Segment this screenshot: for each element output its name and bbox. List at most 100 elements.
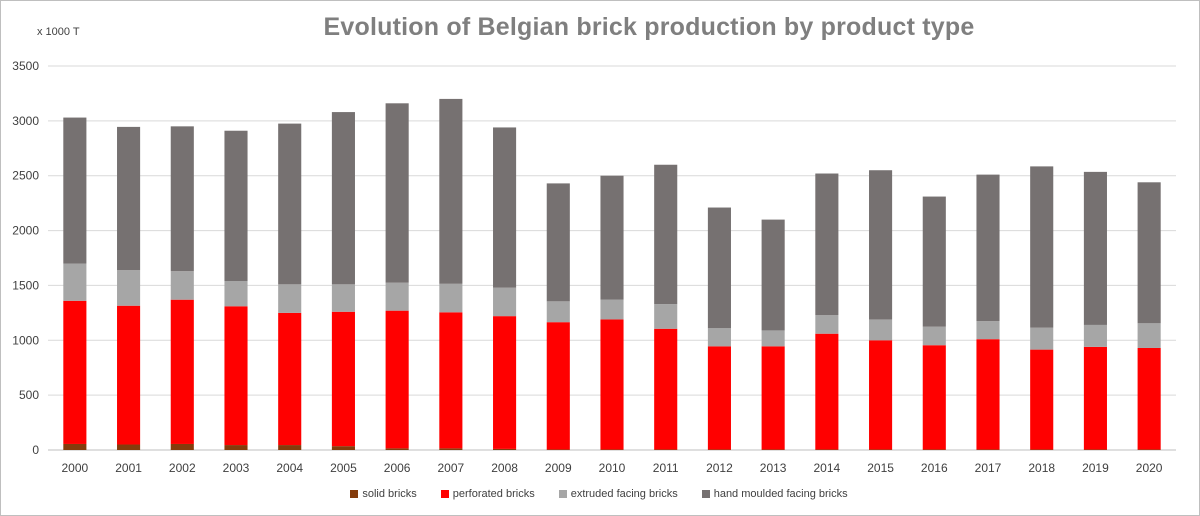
bar-hand-moulded-facing-bricks-2000 xyxy=(63,117,87,264)
bar-hand-moulded-facing-bricks-2018 xyxy=(1030,166,1054,328)
legend-label: extruded facing bricks xyxy=(570,488,678,500)
bar-perforated-bricks-2007 xyxy=(439,312,463,449)
bar-extruded-facing-bricks-2016 xyxy=(922,326,946,346)
bar-solid-bricks-2009 xyxy=(546,449,570,450)
bar-perforated-bricks-2014 xyxy=(815,333,839,450)
bar-perforated-bricks-2019 xyxy=(1083,346,1107,450)
legend-label: perforated bricks xyxy=(452,488,535,500)
bar-perforated-bricks-2011 xyxy=(654,328,678,450)
bar-perforated-bricks-2017 xyxy=(976,339,1000,450)
bar-perforated-bricks-2010 xyxy=(600,319,624,450)
x-tick-label: 2016 xyxy=(921,461,948,475)
bar-solid-bricks-2019 xyxy=(1083,449,1107,450)
x-tick-label: 2015 xyxy=(867,461,894,475)
bar-hand-moulded-facing-bricks-2002 xyxy=(170,126,194,272)
bar-perforated-bricks-2001 xyxy=(117,305,141,445)
bar-hand-moulded-facing-bricks-2005 xyxy=(331,112,355,285)
bar-extruded-facing-bricks-2001 xyxy=(117,270,141,306)
bar-extruded-facing-bricks-2009 xyxy=(546,301,570,323)
x-tick-label: 2013 xyxy=(760,461,787,475)
bar-extruded-facing-bricks-2020 xyxy=(1137,323,1161,348)
chart-title: Evolution of Belgian brick production by… xyxy=(323,13,975,41)
bar-extruded-facing-bricks-2015 xyxy=(869,319,893,341)
bar-solid-bricks-2018 xyxy=(1030,449,1054,450)
bar-solid-bricks-2011 xyxy=(654,449,678,450)
x-tick-label: 2007 xyxy=(438,461,465,475)
legend-label: solid bricks xyxy=(362,488,417,500)
x-tick-label: 2020 xyxy=(1136,461,1163,475)
bar-hand-moulded-facing-bricks-2017 xyxy=(976,174,1000,322)
bar-perforated-bricks-2000 xyxy=(63,300,87,444)
bar-hand-moulded-facing-bricks-2010 xyxy=(600,175,624,300)
x-tick-label: 2004 xyxy=(276,461,303,475)
bar-perforated-bricks-2002 xyxy=(170,299,194,444)
x-tick-label: 2005 xyxy=(330,461,357,475)
bar-perforated-bricks-2015 xyxy=(869,340,893,450)
bar-solid-bricks-2013 xyxy=(761,449,785,450)
bar-extruded-facing-bricks-2005 xyxy=(331,284,355,312)
bar-solid-bricks-2002 xyxy=(170,443,194,450)
bar-solid-bricks-2007 xyxy=(439,448,463,450)
bar-extruded-facing-bricks-2017 xyxy=(976,321,1000,340)
bar-perforated-bricks-2004 xyxy=(278,312,302,446)
bar-hand-moulded-facing-bricks-2014 xyxy=(815,173,839,316)
bar-hand-moulded-facing-bricks-2003 xyxy=(224,130,248,282)
bar-extruded-facing-bricks-2013 xyxy=(761,330,785,347)
bar-hand-moulded-facing-bricks-2013 xyxy=(761,219,785,331)
bar-solid-bricks-2000 xyxy=(63,443,87,450)
legend-item: perforated bricks xyxy=(440,488,535,500)
bar-perforated-bricks-2012 xyxy=(707,346,731,450)
bar-extruded-facing-bricks-2006 xyxy=(385,282,409,311)
bar-solid-bricks-2001 xyxy=(117,444,141,450)
bar-hand-moulded-facing-bricks-2019 xyxy=(1083,171,1107,325)
bar-hand-moulded-facing-bricks-2001 xyxy=(117,126,141,271)
legend-item: hand moulded facing bricks xyxy=(701,488,848,500)
legend-swatch xyxy=(350,490,359,498)
bar-hand-moulded-facing-bricks-2020 xyxy=(1137,182,1161,324)
x-tick-label: 2008 xyxy=(491,461,518,475)
y-tick-label: 1000 xyxy=(12,333,39,347)
bar-solid-bricks-2006 xyxy=(385,448,409,450)
bar-perforated-bricks-2003 xyxy=(224,306,248,446)
bar-hand-moulded-facing-bricks-2008 xyxy=(493,127,517,288)
bar-extruded-facing-bricks-2011 xyxy=(654,304,678,329)
y-tick-label: 3000 xyxy=(12,114,39,128)
x-tick-label: 2018 xyxy=(1028,461,1055,475)
bar-extruded-facing-bricks-2010 xyxy=(600,299,624,320)
y-tick-label: 2500 xyxy=(12,169,39,183)
bar-perforated-bricks-2013 xyxy=(761,346,785,450)
legend-swatch xyxy=(440,490,449,498)
bar-perforated-bricks-2016 xyxy=(922,345,946,450)
bar-hand-moulded-facing-bricks-2009 xyxy=(546,183,570,302)
bar-hand-moulded-facing-bricks-2007 xyxy=(439,98,463,284)
bar-solid-bricks-2010 xyxy=(600,449,624,450)
bar-solid-bricks-2003 xyxy=(224,445,248,450)
y-axis-unit-label: x 1000 T xyxy=(37,26,80,38)
bar-solid-bricks-2008 xyxy=(493,448,517,450)
legend-swatch xyxy=(701,490,710,498)
bar-solid-bricks-2015 xyxy=(869,449,893,450)
bar-solid-bricks-2004 xyxy=(278,445,302,450)
y-tick-label: 2000 xyxy=(12,224,39,238)
bar-hand-moulded-facing-bricks-2004 xyxy=(278,123,302,285)
x-tick-label: 2019 xyxy=(1082,461,1109,475)
x-tick-label: 2001 xyxy=(115,461,142,475)
bar-perforated-bricks-2006 xyxy=(385,310,409,449)
y-tick-label: 0 xyxy=(32,443,39,457)
bar-hand-moulded-facing-bricks-2015 xyxy=(869,170,893,320)
legend-item: extruded facing bricks xyxy=(558,488,678,500)
legend-swatch xyxy=(558,490,567,498)
bar-hand-moulded-facing-bricks-2012 xyxy=(707,207,731,329)
x-tick-label: 2003 xyxy=(223,461,250,475)
y-tick-label: 1500 xyxy=(12,278,39,292)
bar-solid-bricks-2014 xyxy=(815,449,839,450)
legend-item: solid bricks xyxy=(350,488,417,500)
x-tick-label: 2009 xyxy=(545,461,572,475)
bar-extruded-facing-bricks-2014 xyxy=(815,315,839,334)
y-tick-label: 3500 xyxy=(12,59,39,73)
bar-perforated-bricks-2018 xyxy=(1030,349,1054,450)
bar-perforated-bricks-2020 xyxy=(1137,347,1161,450)
x-tick-label: 2000 xyxy=(62,461,89,475)
